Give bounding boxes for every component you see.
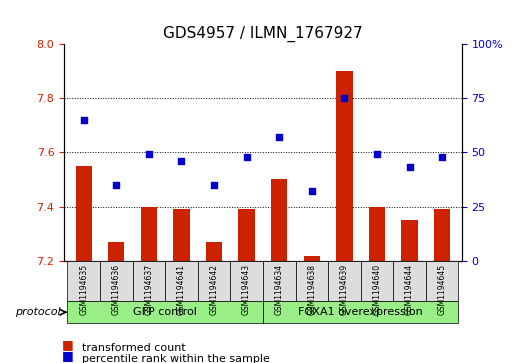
Bar xyxy=(271,179,287,261)
Point xyxy=(405,164,413,170)
Text: percentile rank within the sample: percentile rank within the sample xyxy=(82,354,270,363)
Point xyxy=(112,182,121,188)
Text: GSM1194645: GSM1194645 xyxy=(438,264,447,315)
FancyBboxPatch shape xyxy=(295,261,328,301)
FancyBboxPatch shape xyxy=(426,261,459,301)
Text: GSM1194640: GSM1194640 xyxy=(372,264,382,315)
Point xyxy=(275,134,283,140)
Point xyxy=(438,154,446,159)
Text: GSM1194639: GSM1194639 xyxy=(340,264,349,315)
FancyBboxPatch shape xyxy=(263,261,295,301)
Bar xyxy=(369,207,385,261)
Bar xyxy=(336,71,352,261)
Bar xyxy=(434,209,450,261)
Text: GSM1194636: GSM1194636 xyxy=(112,264,121,315)
Point xyxy=(373,151,381,157)
FancyBboxPatch shape xyxy=(393,261,426,301)
Text: transformed count: transformed count xyxy=(82,343,186,354)
Text: FOXA1 overexpression: FOXA1 overexpression xyxy=(298,307,423,317)
Text: GSM1194644: GSM1194644 xyxy=(405,264,414,315)
FancyBboxPatch shape xyxy=(100,261,132,301)
Text: ■: ■ xyxy=(62,349,73,362)
Text: GSM1194638: GSM1194638 xyxy=(307,264,317,315)
FancyBboxPatch shape xyxy=(132,261,165,301)
Point xyxy=(210,182,218,188)
Point xyxy=(243,154,251,159)
Bar xyxy=(304,256,320,261)
Bar xyxy=(108,242,125,261)
Bar xyxy=(239,209,255,261)
Text: GFP control: GFP control xyxy=(133,307,197,317)
FancyBboxPatch shape xyxy=(230,261,263,301)
Text: GSM1194637: GSM1194637 xyxy=(144,264,153,315)
Text: ■: ■ xyxy=(62,338,73,351)
Text: protocol: protocol xyxy=(15,307,61,317)
Title: GDS4957 / ILMN_1767927: GDS4957 / ILMN_1767927 xyxy=(163,26,363,42)
Point xyxy=(308,188,316,194)
FancyBboxPatch shape xyxy=(361,261,393,301)
Text: GSM1194641: GSM1194641 xyxy=(177,264,186,315)
Text: GSM1194634: GSM1194634 xyxy=(274,264,284,315)
Text: GSM1194635: GSM1194635 xyxy=(79,264,88,315)
FancyBboxPatch shape xyxy=(198,261,230,301)
FancyBboxPatch shape xyxy=(263,301,459,323)
FancyBboxPatch shape xyxy=(67,261,100,301)
FancyBboxPatch shape xyxy=(328,261,361,301)
Text: GSM1194642: GSM1194642 xyxy=(209,264,219,315)
Bar xyxy=(173,209,190,261)
Text: GSM1194643: GSM1194643 xyxy=(242,264,251,315)
Bar xyxy=(206,242,222,261)
Point xyxy=(177,158,186,164)
Point xyxy=(340,95,348,101)
Point xyxy=(80,117,88,123)
FancyBboxPatch shape xyxy=(67,301,263,323)
Bar xyxy=(75,166,92,261)
Bar xyxy=(401,220,418,261)
FancyBboxPatch shape xyxy=(165,261,198,301)
Point xyxy=(145,151,153,157)
Bar xyxy=(141,207,157,261)
